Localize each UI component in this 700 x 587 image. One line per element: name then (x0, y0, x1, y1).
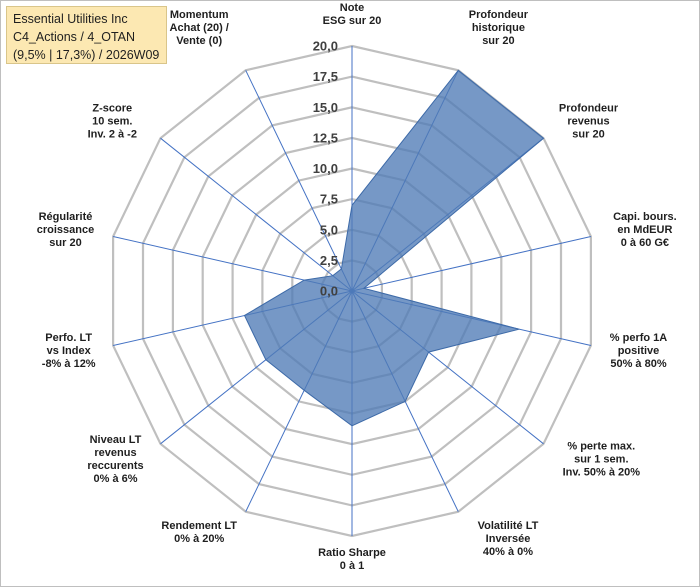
axis-label-8: Rendement LT 0% à 20% (161, 520, 237, 545)
axis-label-12-line-2: Inv. 2 à -2 (88, 129, 137, 141)
axis-label-3-line-1: en MdEUR (617, 224, 672, 236)
tick-label-6: 15,0 (313, 100, 338, 115)
axis-label-11: Régularité croissance sur 20 (37, 211, 94, 249)
title-line-company: Essential Utilities Inc (13, 12, 128, 26)
axis-label-10-line-2: -8% à 12% (42, 358, 96, 370)
axis-label-4-line-2: 50% à 80% (610, 358, 666, 370)
axis-label-6-line-2: 40% à 0% (483, 546, 533, 558)
axis-label-2: Profondeur revenus sur 20 (559, 103, 619, 141)
axis-label-7: Ratio Sharpe 0 à 1 (318, 547, 386, 572)
chart-title-box: Essential Utilities Inc C4_Actions / 4_O… (6, 6, 167, 64)
axis-label-6-line-0: Volatilité LT (478, 520, 539, 532)
axis-label-4: % perfo 1A positive 50% à 80% (610, 332, 668, 370)
axis-label-4-line-1: positive (618, 345, 660, 357)
axis-label-9-line-1: revenus (94, 447, 136, 459)
axis-label-9-line-0: Niveau LT (90, 434, 142, 446)
axis-label-11-line-1: croissance (37, 224, 94, 236)
axis-label-9: Niveau LT revenus reccurents 0% à 6% (87, 434, 143, 485)
axis-label-3-line-2: 0 à 60 G€ (621, 237, 669, 249)
tick-label-4: 10,0 (313, 161, 338, 176)
tick-label-0: 0,0 (320, 284, 338, 299)
tick-label-2: 5,0 (320, 222, 338, 237)
axis-label-12-line-1: 10 sem. (92, 116, 132, 128)
axis-label-0-line-1: ESG sur 20 (323, 15, 382, 27)
axis-label-7-line-0: Ratio Sharpe (318, 547, 386, 559)
axis-label-2-line-0: Profondeur (559, 103, 619, 115)
axis-label-1-line-1: historique (472, 22, 525, 34)
axis-label-11-line-0: Régularité (39, 211, 93, 223)
axis-label-2-line-1: revenus (567, 116, 609, 128)
tick-label-5: 12,5 (313, 130, 338, 145)
axis-label-13: Momentum Achat (20) / Vente (0) (170, 9, 229, 47)
radar-tick-labels: 0,0 2,5 5,0 7,5 10,0 12,5 15,0 17,5 20,0 (313, 39, 338, 299)
axis-label-12-line-0: Z-score (92, 103, 132, 115)
series-area (243, 69, 545, 427)
axis-label-13-line-0: Momentum (170, 9, 229, 21)
spoke-12 (160, 137, 353, 292)
axis-label-9-line-3: 0% à 6% (93, 473, 137, 485)
axis-label-6-line-1: Inversée (486, 533, 531, 545)
spoke-3 (351, 236, 592, 292)
axis-label-4-line-0: % perfo 1A (610, 332, 668, 344)
axis-label-5-line-2: Inv. 50% à 20% (563, 467, 641, 479)
radar-series (243, 69, 545, 427)
tick-label-3: 7,5 (320, 192, 338, 207)
axis-label-5: % perte max. sur 1 sem. Inv. 50% à 20% (563, 441, 641, 479)
axis-label-1-line-0: Profondeur (469, 9, 529, 21)
title-line-stats: (9,5% | 17,3%) / 2026W09 (13, 48, 160, 62)
axis-label-7-line-1: 0 à 1 (340, 560, 364, 572)
spoke-13 (245, 70, 353, 292)
axis-label-11-line-2: sur 20 (49, 237, 81, 249)
axis-label-10-line-0: Perfo. LT (45, 332, 92, 344)
tick-label-8: 20,0 (313, 39, 338, 54)
axis-label-8-line-0: Rendement LT (161, 520, 237, 532)
tick-label-1: 2,5 (320, 253, 338, 268)
axis-label-3-line-0: Capi. bours. (613, 211, 677, 223)
axis-label-3: Capi. bours. en MdEUR 0 à 60 G€ (613, 211, 677, 249)
axis-label-12: Z-score 10 sem. Inv. 2 à -2 (88, 103, 137, 141)
axis-label-0-line-0: Note (340, 2, 364, 14)
axis-label-0: Note ESG sur 20 (323, 2, 382, 27)
axis-label-5-line-1: sur 1 sem. (574, 454, 628, 466)
axis-label-6: Volatilité LT Inversée 40% à 0% (478, 520, 539, 558)
axis-label-9-line-2: reccurents (87, 460, 143, 472)
axis-label-1: Profondeur historique sur 20 (469, 9, 529, 47)
axis-label-5-line-0: % perte max. (567, 441, 635, 453)
title-line-portfolio: C4_Actions / 4_OTAN (13, 30, 136, 44)
axis-label-10: Perfo. LT vs Index -8% à 12% (42, 332, 96, 370)
axis-label-8-line-1: 0% à 20% (174, 533, 224, 545)
axis-label-10-line-1: vs Index (47, 345, 92, 357)
axis-label-2-line-2: sur 20 (572, 129, 604, 141)
axis-label-13-line-1: Achat (20) / (170, 22, 229, 34)
axis-label-1-line-2: sur 20 (482, 35, 514, 47)
tick-label-7: 17,5 (313, 69, 338, 84)
axis-label-13-line-2: Vente (0) (176, 35, 222, 47)
